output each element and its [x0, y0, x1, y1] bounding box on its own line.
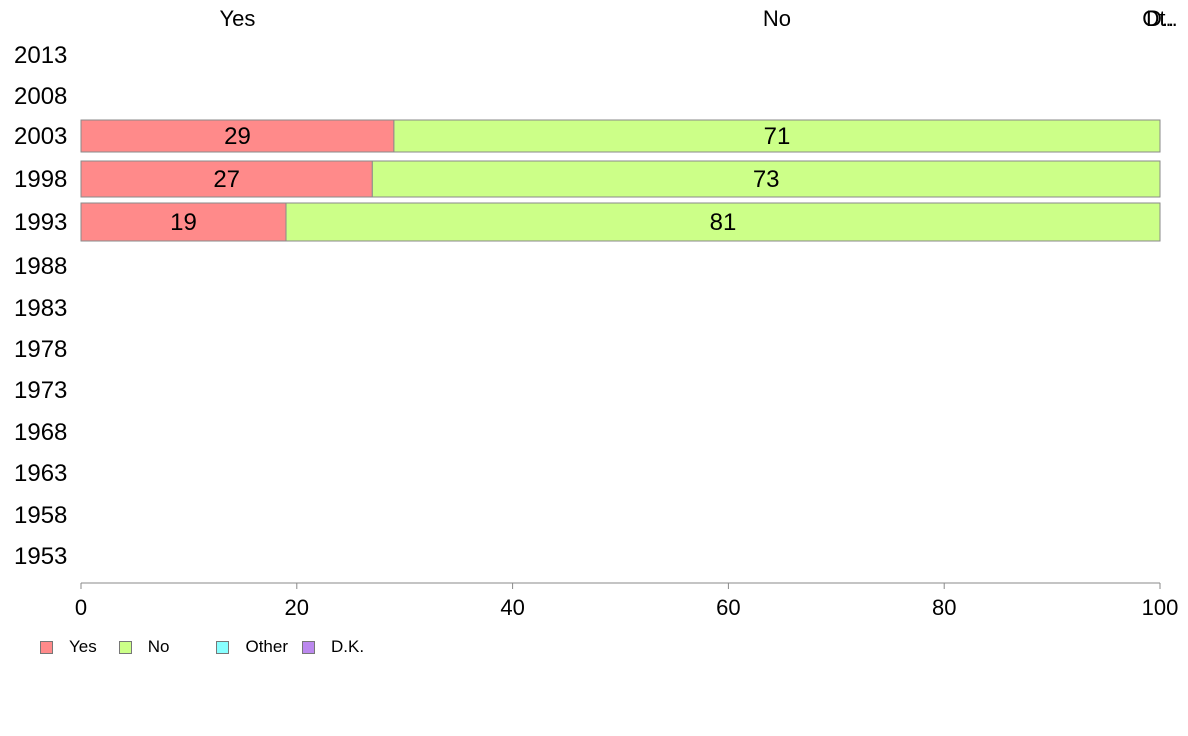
legend-item-no: No — [118, 637, 170, 657]
category-label: 2008 — [14, 83, 67, 110]
data-label: 71 — [764, 123, 791, 150]
bar-segment — [80, 202, 287, 242]
legend-label-yes: Yes — [69, 637, 97, 656]
category-label: 1993 — [14, 209, 67, 236]
legend-item-dk: D.K. — [302, 637, 364, 657]
data-label: 29 — [224, 123, 251, 150]
data-label: 81 — [710, 209, 737, 236]
legend-swatch-dk — [302, 640, 315, 654]
top-series-label: Ot.. — [1142, 6, 1177, 31]
category-label: 2003 — [14, 123, 67, 150]
category-label: 1953 — [14, 543, 67, 570]
category-label: 1998 — [14, 166, 67, 193]
legend-label-other: Other — [245, 637, 288, 656]
category-label: 1978 — [14, 336, 67, 363]
legend-swatch-no — [118, 640, 132, 654]
category-label: 1973 — [14, 377, 67, 404]
data-label: 73 — [753, 166, 780, 193]
legend: Yes No Other D.K. — [40, 637, 386, 657]
x-tick-label: 80 — [932, 595, 956, 620]
x-tick-label: 20 — [285, 595, 309, 620]
legend-item-other: Other — [216, 637, 288, 657]
legend-swatch-other — [216, 640, 230, 654]
legend-swatch-yes — [40, 640, 53, 654]
bar-segment — [393, 119, 1161, 153]
top-series-label: D.. — [1146, 6, 1174, 31]
category-label: 1963 — [14, 460, 67, 487]
data-label: 19 — [170, 209, 197, 236]
legend-label-dk: D.K. — [331, 637, 365, 656]
data-label: 27 — [213, 166, 240, 193]
x-tick-label: 0 — [75, 595, 87, 620]
legend-item-yes: Yes — [40, 637, 97, 657]
bar-segment — [371, 160, 1161, 198]
x-tick-label: 100 — [1142, 595, 1179, 620]
bar-segment — [285, 202, 1161, 242]
category-label: 1988 — [14, 253, 67, 280]
top-series-label: Yes — [220, 6, 256, 31]
x-tick-label: 60 — [716, 595, 740, 620]
category-label: 1968 — [14, 419, 67, 446]
legend-label-no: No — [147, 637, 170, 656]
category-label: 1958 — [14, 502, 67, 529]
bar-segment — [80, 119, 395, 153]
x-tick-label: 40 — [500, 595, 524, 620]
category-label: 1983 — [14, 295, 67, 322]
category-label: 2013 — [14, 42, 67, 69]
top-series-label: No — [763, 6, 791, 31]
bar-segment — [80, 160, 373, 198]
